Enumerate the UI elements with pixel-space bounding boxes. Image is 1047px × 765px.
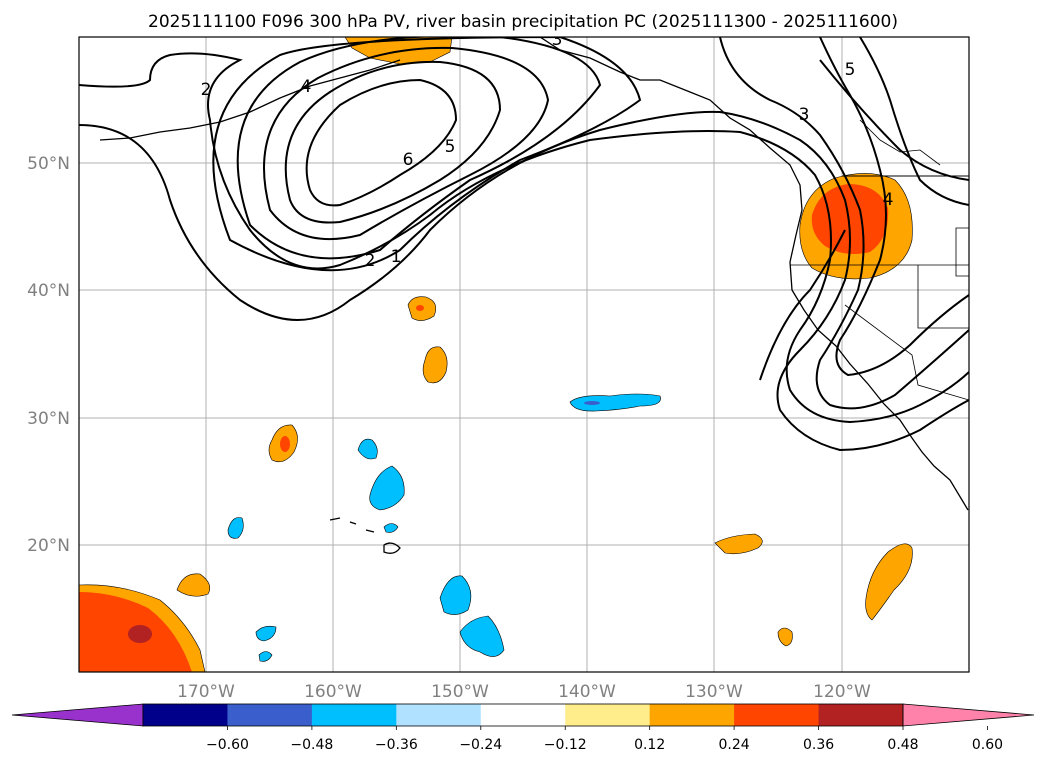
longitude-labels: 170°W 160°W 150°W 140°W 130°W 120°W (177, 682, 871, 702)
coastlines (99, 37, 969, 554)
lon-label: 140°W (558, 682, 616, 702)
border-nv (917, 265, 969, 329)
lat-label: 30°N (27, 409, 70, 429)
contour-label: 5 (445, 137, 456, 157)
pv-contour-3 (236, 37, 602, 260)
precip-blue-6 (439, 575, 472, 615)
precip-orange-3 (422, 346, 448, 384)
contour-label: 5 (845, 60, 856, 80)
precip-blue-9 (258, 651, 273, 662)
map-frame (78, 36, 970, 673)
colorbar-segment (734, 704, 820, 726)
lat-label: 50°N (27, 154, 70, 174)
pv-contour-5c (819, 59, 969, 181)
colorbar-tick-label: 0.12 (634, 737, 665, 753)
colorbar-segment (311, 704, 397, 726)
precip-blue-2 (357, 438, 378, 460)
contour-label: 3 (552, 30, 563, 50)
colorbar-segment (480, 704, 566, 726)
pv-contour-3b (719, 37, 969, 410)
pv-contour-inner (759, 229, 846, 381)
islands-hawaii-chain (329, 517, 375, 533)
pv-contours (79, 37, 969, 452)
pv-contour-4 (263, 46, 550, 241)
precip-blue-8 (255, 625, 277, 642)
colorbar-outline (142, 703, 904, 727)
colorbar-tick-label: 0.36 (803, 737, 834, 753)
lon-label: 130°W (685, 682, 743, 702)
contour-label: 3 (799, 105, 810, 125)
colorbar: −0.60 −0.48 −0.36 −0.24 −0.12 0.12 0.24 0.36 0.4… (11, 703, 1035, 753)
pv-contour-2b (79, 52, 969, 424)
colorbar-tick-label: −0.48 (290, 737, 333, 753)
border-box (955, 227, 969, 277)
precip-orange-7 (865, 543, 913, 621)
colorbar-tick-label: 0.60 (972, 737, 1003, 753)
latitude-labels: 50°N 40°N 30°N 20°N (27, 154, 70, 556)
colorbar-extend-max (902, 703, 1035, 727)
precip-blue-4 (383, 523, 399, 533)
precip-orange-5 (714, 533, 763, 555)
coastline-aleutians (99, 59, 401, 141)
colorbar-segment (143, 704, 228, 726)
precip-blue-1 (569, 393, 661, 412)
pv-contour-6 (305, 78, 458, 207)
precip-blue-5 (227, 517, 244, 539)
colorbar-segment (649, 704, 735, 726)
precip-regions (79, 37, 913, 672)
colorbar-tick-label: −0.60 (206, 737, 249, 753)
precip-orange-6 (777, 627, 793, 647)
precip-darkred-sw (128, 625, 152, 643)
map-background (79, 37, 969, 672)
contour-label: 1 (391, 247, 402, 267)
lon-label: 170°W (177, 682, 235, 702)
island-hawaii (383, 542, 401, 554)
contour-label: 6 (403, 150, 414, 170)
contour-label: 4 (301, 77, 312, 97)
colorbar-tick-label: 0.48 (887, 737, 918, 753)
precip-blue-3 (369, 465, 405, 511)
pv-contour-labels: 2 4 6 5 2 1 3 3 5 4 (201, 30, 894, 271)
precip-red-4 (280, 436, 290, 452)
colorbar-segment (396, 704, 482, 726)
colorbar-segment (565, 704, 651, 726)
colorbar-tick-label: −0.24 (459, 737, 502, 753)
colorbar-segment (818, 704, 904, 726)
colorbar-segment (227, 704, 313, 726)
lat-label: 20°N (27, 536, 70, 556)
precip-orange-1 (176, 573, 211, 597)
pv-contour-5b (859, 37, 969, 206)
contour-label: 2 (201, 80, 212, 100)
colorbar-tick-label: −0.36 (375, 737, 418, 753)
pv-contour-4b (819, 37, 969, 377)
border-1 (859, 119, 941, 166)
map-content: 2 4 6 5 2 1 3 3 5 4 (79, 30, 969, 672)
figure-title: 2025111100 F096 300 hPa PV, river basin … (148, 12, 898, 32)
coastline-na (539, 37, 969, 511)
precip-red-2 (416, 305, 424, 311)
pv-contour-5 (284, 60, 502, 224)
precip-blue-7 (459, 615, 505, 657)
contour-label: 2 (365, 251, 376, 271)
lon-label: 120°W (813, 682, 871, 702)
lon-label: 150°W (431, 682, 489, 702)
precip-darkblue-1 (584, 401, 600, 405)
colorbar-tick-label: −0.12 (544, 737, 587, 753)
pv-contour-2a (212, 37, 642, 272)
lon-label: 160°W (304, 682, 362, 702)
colorbar-extend-min (11, 703, 144, 727)
lat-label: 40°N (27, 281, 70, 301)
pv-contour-1 (79, 110, 969, 452)
colorbar-tick-label: 0.24 (719, 737, 750, 753)
contour-label: 4 (883, 190, 894, 210)
